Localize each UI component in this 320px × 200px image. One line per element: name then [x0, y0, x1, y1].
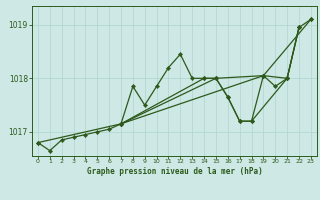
X-axis label: Graphe pression niveau de la mer (hPa): Graphe pression niveau de la mer (hPa) [86, 167, 262, 176]
